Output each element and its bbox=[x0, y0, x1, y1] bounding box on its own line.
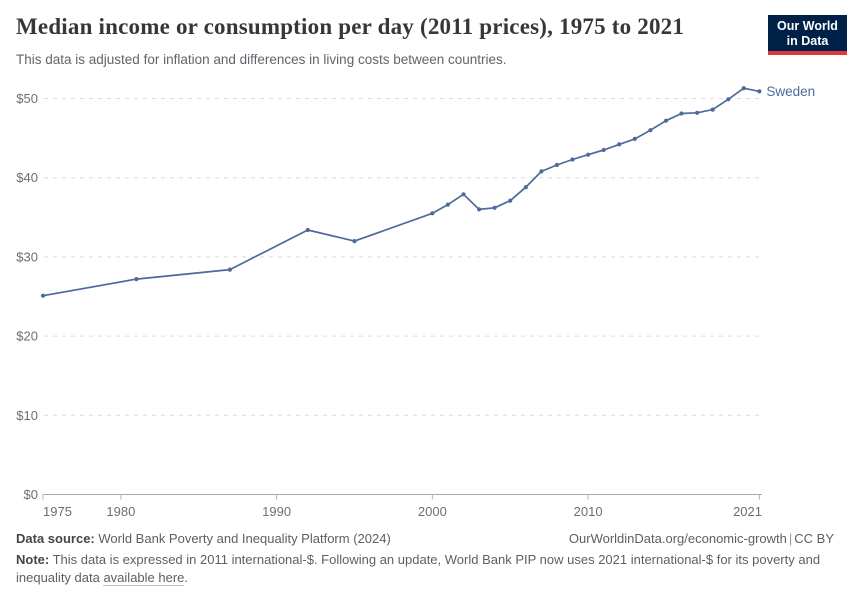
y-axis-tick-label: $40 bbox=[16, 170, 38, 185]
data-point-marker bbox=[570, 157, 575, 162]
y-axis-tick-label: $20 bbox=[16, 329, 38, 344]
data-point-marker bbox=[305, 227, 310, 233]
data-point-marker bbox=[679, 111, 684, 116]
available-here-link[interactable]: available here bbox=[103, 570, 185, 586]
data-point-marker bbox=[695, 110, 700, 115]
data-source-text: Data source: World Bank Poverty and Ineq… bbox=[16, 531, 391, 546]
data-point-marker bbox=[445, 202, 450, 207]
data-point-marker bbox=[601, 147, 606, 153]
x-axis-tick-label: 1980 bbox=[106, 504, 135, 519]
note-text: This data is expressed in 2011 internati… bbox=[16, 552, 821, 585]
data-point-marker bbox=[586, 152, 591, 157]
data-point-marker bbox=[648, 128, 653, 133]
data-point-marker bbox=[757, 89, 762, 94]
data-point-marker bbox=[492, 205, 497, 210]
chart-subtitle: This data is adjusted for inflation and … bbox=[16, 52, 507, 67]
chart-title: Median income or consumption per day (20… bbox=[16, 14, 685, 39]
data-source-value: World Bank Poverty and Inequality Platfo… bbox=[94, 531, 391, 546]
license-label: CC BY bbox=[794, 531, 834, 546]
x-axis-tick-label: 1975 bbox=[43, 504, 72, 519]
data-point-marker bbox=[539, 169, 544, 174]
y-axis-tick-label: $30 bbox=[16, 249, 38, 264]
footer-note: Note: This data is expressed in 2011 int… bbox=[16, 551, 834, 587]
footer-source-row: Data source: World Bank Poverty and Ineq… bbox=[16, 531, 834, 546]
note-period: . bbox=[184, 570, 189, 585]
y-axis-tick-label: $0 bbox=[24, 487, 38, 502]
data-point-marker bbox=[617, 142, 622, 147]
x-axis-tick-label: 1990 bbox=[262, 504, 291, 519]
owid-logo: Our World in Data bbox=[768, 15, 847, 55]
attribution-text: OurWorldinData.org/economic-growth | CC BY bbox=[569, 531, 834, 546]
data-source-label: Data source: bbox=[16, 531, 95, 546]
x-axis-tick-label: 2010 bbox=[574, 504, 603, 519]
data-point-marker bbox=[726, 97, 731, 102]
data-point-marker bbox=[134, 277, 139, 282]
y-axis-tick-label: $50 bbox=[16, 91, 38, 106]
series-label-sweden: Sweden bbox=[766, 84, 815, 99]
data-point-marker bbox=[461, 192, 466, 197]
data-point-marker bbox=[508, 198, 513, 203]
data-point-marker bbox=[352, 239, 357, 244]
sweden-line bbox=[42, 87, 761, 297]
owid-logo-line1: Our World bbox=[777, 19, 838, 33]
x-axis-tick-label: 2021 bbox=[733, 504, 762, 519]
data-point-marker bbox=[477, 207, 482, 212]
data-point-marker bbox=[40, 293, 46, 298]
data-point-marker bbox=[554, 162, 560, 168]
data-point-marker bbox=[663, 118, 669, 123]
data-point-marker bbox=[632, 136, 637, 141]
chart-canvas: $0 $10 $20 $30 $40 $50 1975 1980 1990 2000 2010 202… bbox=[16, 84, 815, 519]
y-axis-tick-label: $10 bbox=[16, 408, 38, 423]
data-point-marker bbox=[741, 86, 746, 91]
data-point-marker bbox=[710, 107, 715, 112]
x-axis-tick-label: 2000 bbox=[418, 504, 447, 519]
data-point-marker bbox=[430, 211, 435, 216]
owid-url: OurWorldinData.org/economic-growth bbox=[568, 531, 787, 546]
data-point-marker bbox=[523, 185, 528, 190]
note-label: Note: bbox=[16, 552, 50, 567]
attribution-divider: | bbox=[788, 531, 793, 546]
data-point-marker bbox=[227, 267, 232, 272]
owid-logo-line2: in Data bbox=[786, 33, 829, 48]
